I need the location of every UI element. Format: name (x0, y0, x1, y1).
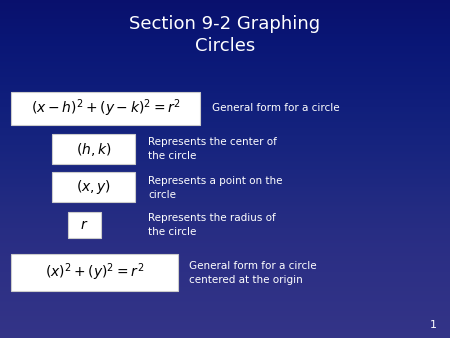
FancyBboxPatch shape (52, 134, 135, 164)
Text: $(x-h)^2+(y-k)^2=r^2$: $(x-h)^2+(y-k)^2=r^2$ (31, 98, 181, 119)
FancyBboxPatch shape (52, 172, 135, 202)
Text: 1: 1 (429, 319, 436, 330)
Text: Represents a point on the
circle: Represents a point on the circle (148, 175, 283, 200)
FancyBboxPatch shape (68, 212, 101, 238)
Text: Circles: Circles (195, 37, 255, 55)
Text: $r$: $r$ (80, 218, 89, 232)
Text: $(h,k)$: $(h,k)$ (76, 141, 111, 158)
Text: General form for a circle
centered at the origin: General form for a circle centered at th… (189, 261, 317, 285)
Text: $(x,y)$: $(x,y)$ (76, 178, 111, 196)
Text: Represents the center of
the circle: Represents the center of the circle (148, 137, 277, 162)
Text: $(x)^2+(y)^2=r^2$: $(x)^2+(y)^2=r^2$ (45, 261, 144, 283)
FancyBboxPatch shape (11, 92, 200, 125)
Text: General form for a circle: General form for a circle (212, 103, 339, 114)
Text: Represents the radius of
the circle: Represents the radius of the circle (148, 213, 276, 237)
FancyBboxPatch shape (11, 254, 178, 291)
Text: Section 9-2 Graphing: Section 9-2 Graphing (130, 15, 320, 33)
